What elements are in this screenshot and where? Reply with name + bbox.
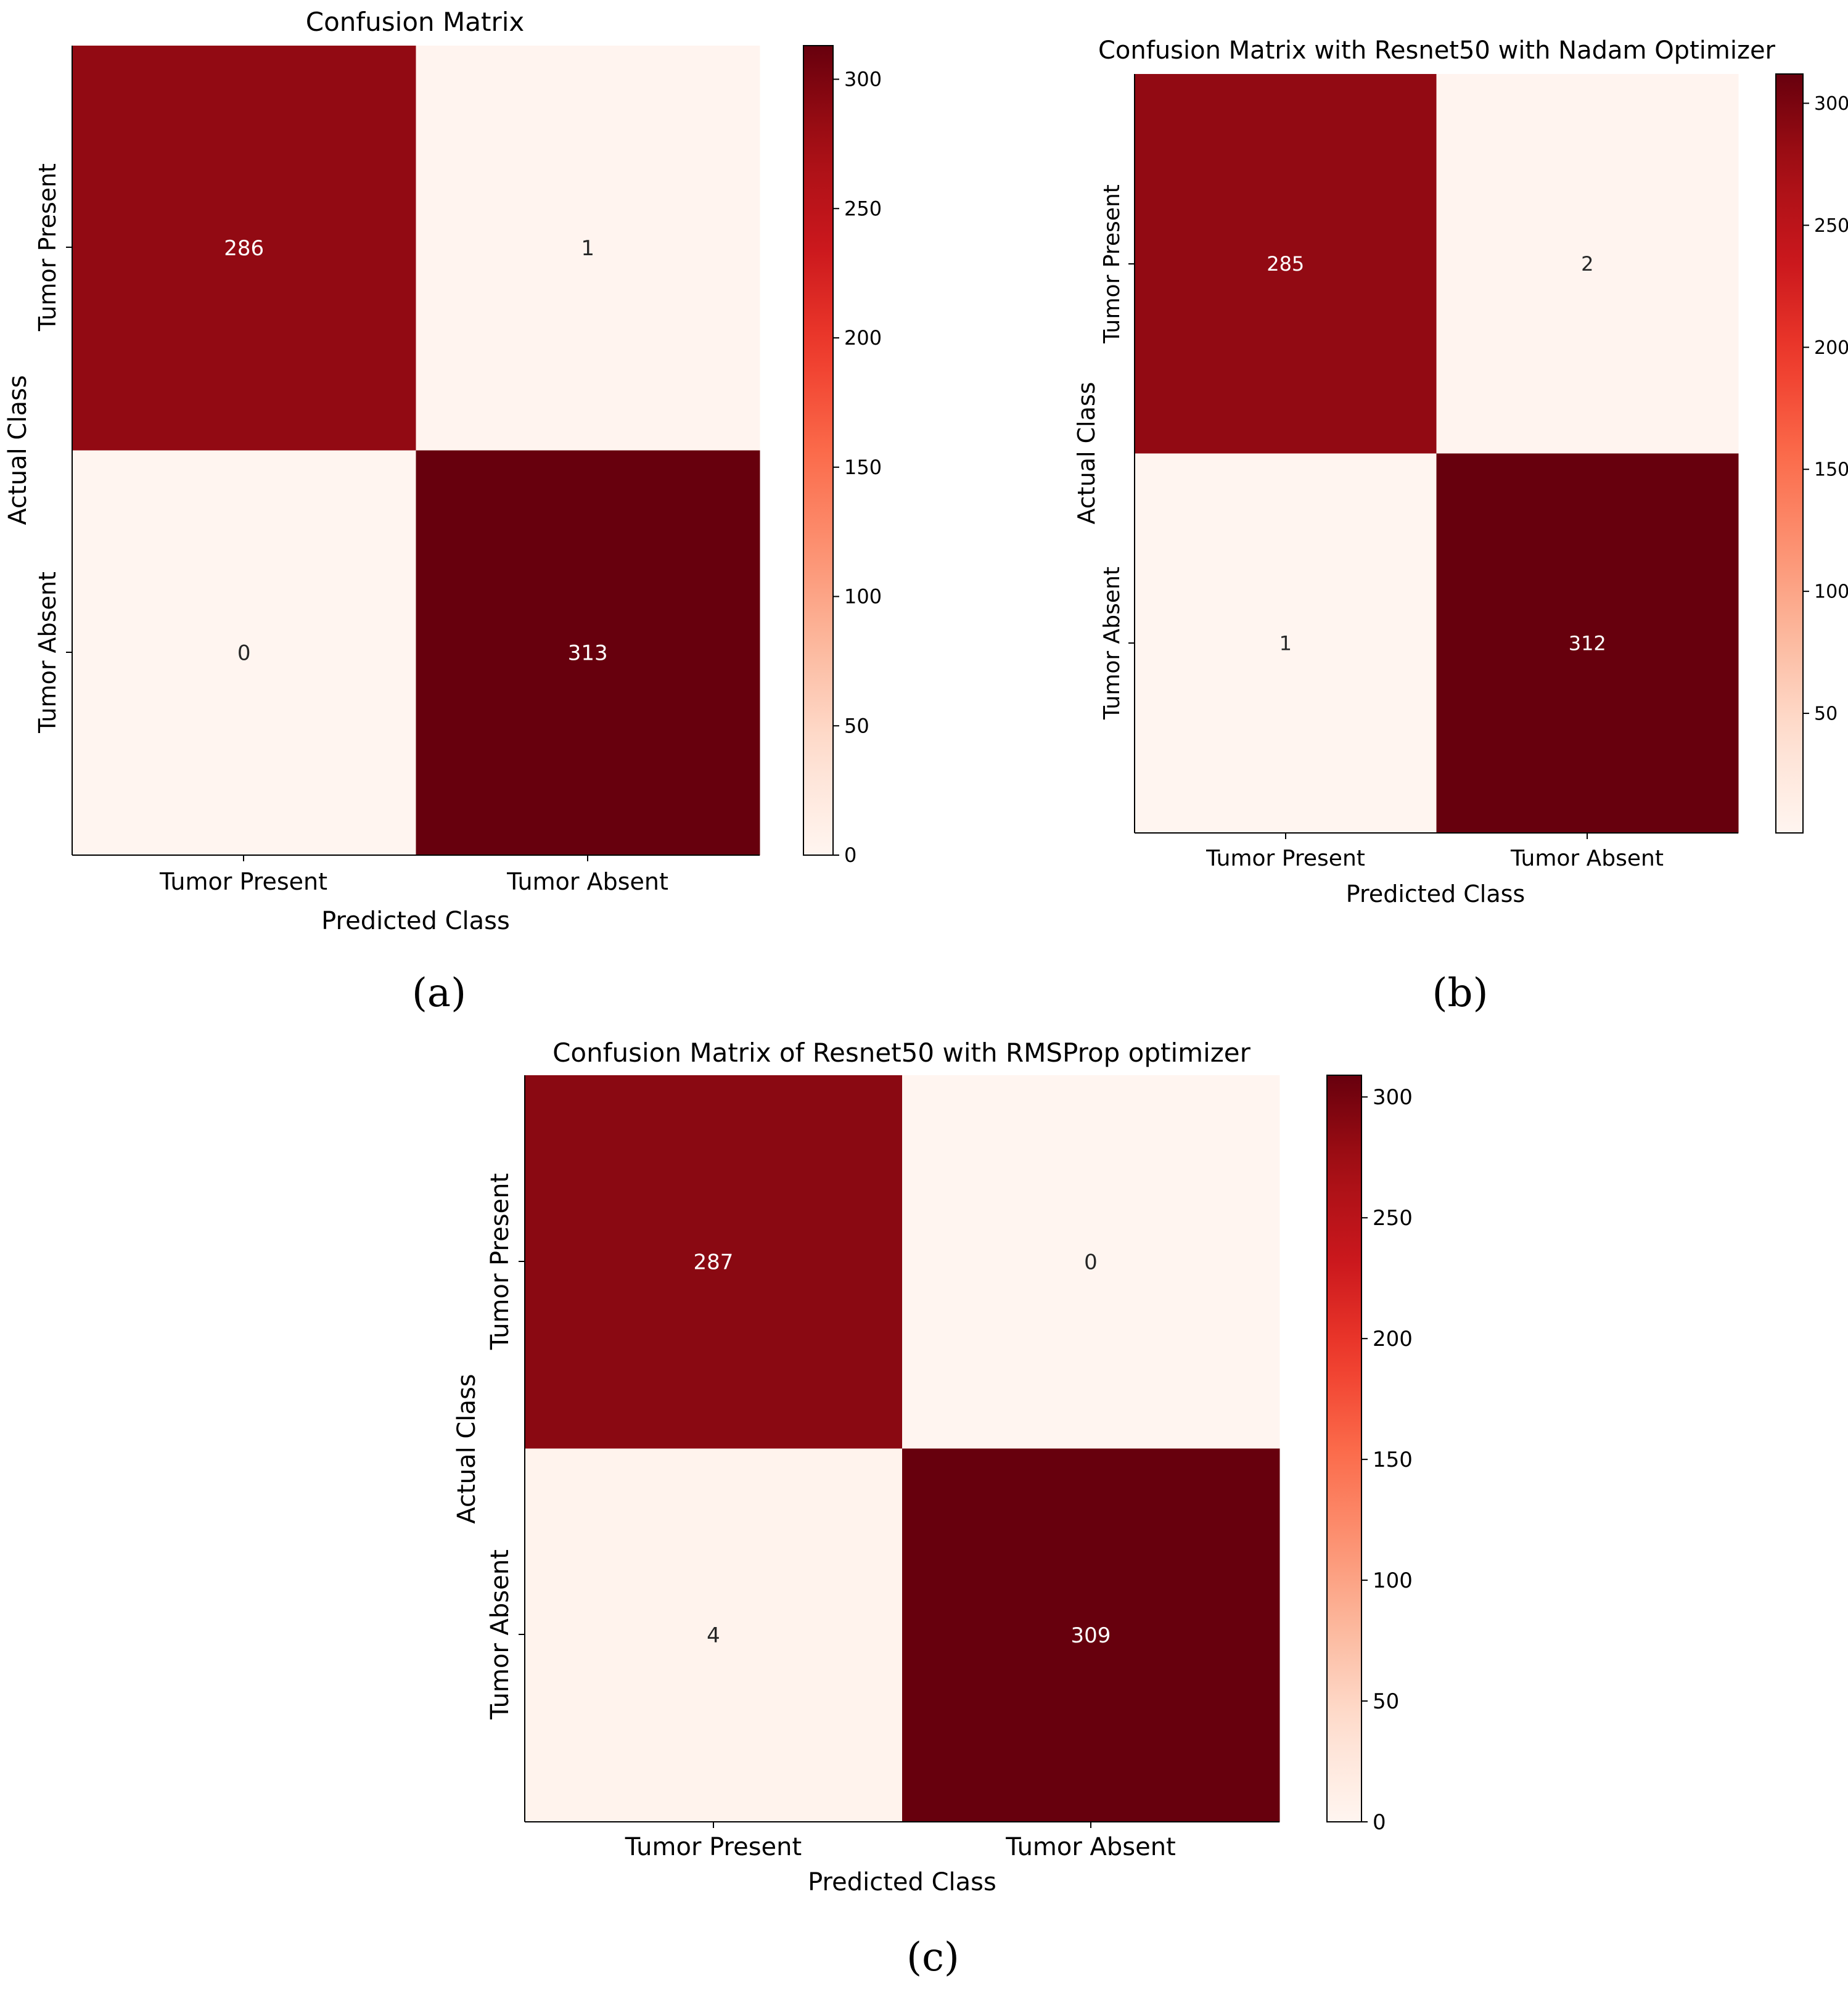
y-axis-label: Actual Class bbox=[4, 375, 32, 525]
y-tick-label: Tumor Absent bbox=[486, 1549, 514, 1720]
colorbar-tick-label: 0 bbox=[844, 843, 856, 867]
colorbar-tick-label: 100 bbox=[1814, 581, 1848, 603]
colorbar-frame bbox=[1775, 73, 1804, 834]
x-tick-label: Tumor Absent bbox=[1510, 846, 1664, 871]
colorbar-tick-label: 250 bbox=[1814, 215, 1848, 237]
heatmap-cell-r0-c0 bbox=[525, 1075, 903, 1449]
colorbar-frame bbox=[1326, 1075, 1362, 1822]
colorbar-tick-label: 300 bbox=[1814, 93, 1848, 115]
cell-annotation: 287 bbox=[694, 1250, 734, 1275]
y-tick-label: Tumor Absent bbox=[1099, 567, 1125, 720]
colorbar bbox=[1776, 74, 1803, 833]
cell-annotation: 1 bbox=[1279, 631, 1292, 655]
cell-annotation: 313 bbox=[568, 641, 608, 666]
y-tick-label: Tumor Present bbox=[486, 1173, 514, 1350]
heatmap-cells bbox=[1135, 74, 1739, 834]
heatmap-cell-r0-c1 bbox=[902, 1075, 1280, 1449]
cell-annotation: 285 bbox=[1267, 252, 1304, 276]
colorbar-frame bbox=[803, 45, 834, 856]
colorbar-tick-label: 50 bbox=[1814, 703, 1838, 725]
y-tick-label: Tumor Absent bbox=[34, 572, 61, 734]
heatmap-cell-r0-c1 bbox=[1436, 74, 1739, 454]
heatmap-cell-r1-c0 bbox=[72, 450, 416, 856]
y-axis-label: Actual Class bbox=[453, 1374, 481, 1523]
colorbar-ticks: 0 50 100 150 200 250 300 bbox=[833, 68, 882, 867]
y-axis-label: Actual Class bbox=[1073, 382, 1100, 524]
heatmap-cell-r0-c1 bbox=[416, 46, 760, 451]
colorbar-tick-label: 300 bbox=[1373, 1085, 1413, 1110]
colorbar-tick-label: 200 bbox=[1814, 337, 1848, 359]
panel-c: Confusion Matrix of Resnet50 with RMSPro… bbox=[453, 1038, 1413, 1980]
x-axis-label: Predicted Class bbox=[808, 1868, 996, 1896]
cell-annotation: 2 bbox=[1581, 252, 1593, 276]
x-tick-label: Tumor Present bbox=[625, 1833, 802, 1861]
heatmap-cell-r1-c1 bbox=[416, 450, 760, 856]
heatmap-cell-r1-c1 bbox=[1436, 453, 1739, 834]
heatmap-cell-r0-c0 bbox=[72, 46, 416, 451]
colorbar bbox=[803, 46, 833, 855]
cell-annotations: 286 1 0 313 bbox=[224, 236, 607, 666]
x-axis-label: Predicted Class bbox=[321, 907, 510, 935]
x-tick-label: Tumor Absent bbox=[1005, 1833, 1176, 1861]
heatmap-cell-r0-c0 bbox=[1135, 74, 1437, 454]
heatmap-cell-r1-c0 bbox=[1135, 453, 1437, 834]
cell-annotation: 1 bbox=[581, 236, 594, 261]
colorbar-tick-label: 150 bbox=[844, 456, 882, 479]
panel-label-a: (a) bbox=[412, 970, 466, 1016]
colorbar-tick-label: 300 bbox=[844, 68, 882, 91]
chart-title: Confusion Matrix bbox=[306, 7, 525, 37]
colorbar-tick-label: 0 bbox=[1373, 1810, 1386, 1835]
colorbar-tick-label: 100 bbox=[1373, 1568, 1413, 1593]
colorbar-tick-label: 250 bbox=[844, 197, 882, 220]
panel-label-c: (c) bbox=[906, 1935, 959, 1980]
cell-annotation: 286 bbox=[224, 236, 264, 261]
colorbar-tick-label: 150 bbox=[1373, 1448, 1413, 1472]
colorbar-tick-label: 100 bbox=[844, 585, 882, 609]
cell-annotation: 312 bbox=[1569, 631, 1606, 655]
chart-title: Confusion Matrix with Resnet50 with Nada… bbox=[1098, 36, 1776, 65]
cell-annotation: 309 bbox=[1071, 1623, 1111, 1648]
panel-a: Confusion Matrix 286 1 0 313 Tumor Present … bbox=[4, 7, 882, 1016]
panel-label-b: (b) bbox=[1432, 970, 1489, 1016]
colorbar-tick-label: 50 bbox=[844, 714, 869, 737]
colorbar-tick-label: 200 bbox=[1373, 1327, 1413, 1351]
y-axis-ticks: Tumor Present Tumor Absent bbox=[1099, 184, 1135, 720]
colorbar-tick-label: 200 bbox=[844, 326, 882, 350]
y-axis-ticks: Tumor Present Tumor Absent bbox=[34, 163, 72, 734]
colorbar-tick-label: 50 bbox=[1373, 1689, 1399, 1714]
cell-annotation: 0 bbox=[237, 641, 251, 666]
chart-title: Confusion Matrix of Resnet50 with RMSPro… bbox=[552, 1038, 1251, 1068]
cell-annotation: 4 bbox=[707, 1623, 720, 1648]
x-axis-ticks: Tumor Present Tumor Absent bbox=[625, 1822, 1176, 1861]
x-tick-label: Tumor Absent bbox=[506, 868, 668, 895]
y-axis-ticks: Tumor Present Tumor Absent bbox=[486, 1173, 525, 1720]
x-axis-ticks: Tumor Present Tumor Absent bbox=[1205, 833, 1664, 871]
x-tick-label: Tumor Present bbox=[1205, 846, 1365, 871]
colorbar-tick-label: 150 bbox=[1814, 459, 1848, 481]
colorbar-tick-label: 250 bbox=[1373, 1206, 1413, 1231]
x-axis-label: Predicted Class bbox=[1346, 880, 1525, 908]
x-tick-label: Tumor Present bbox=[159, 868, 327, 895]
heatmap-cell-r1-c0 bbox=[525, 1448, 903, 1822]
y-tick-label: Tumor Present bbox=[34, 163, 61, 332]
cell-annotations: 285 2 1 312 bbox=[1267, 252, 1606, 655]
colorbar-ticks: 50 100 150 200 250 300 bbox=[1803, 93, 1848, 725]
heatmap-cells bbox=[72, 46, 760, 856]
y-tick-label: Tumor Present bbox=[1099, 184, 1125, 344]
colorbar bbox=[1327, 1075, 1361, 1822]
cell-annotations: 287 0 4 309 bbox=[694, 1250, 1111, 1649]
x-axis-ticks: Tumor Present Tumor Absent bbox=[159, 855, 668, 895]
colorbar-ticks: 0 50 100 150 200 250 300 bbox=[1361, 1085, 1413, 1835]
heatmap-cells bbox=[525, 1075, 1280, 1822]
heatmap-cell-r1-c1 bbox=[902, 1448, 1280, 1822]
panel-b: Confusion Matrix with Resnet50 with Nada… bbox=[1073, 36, 1848, 1016]
cell-annotation: 0 bbox=[1084, 1250, 1098, 1275]
